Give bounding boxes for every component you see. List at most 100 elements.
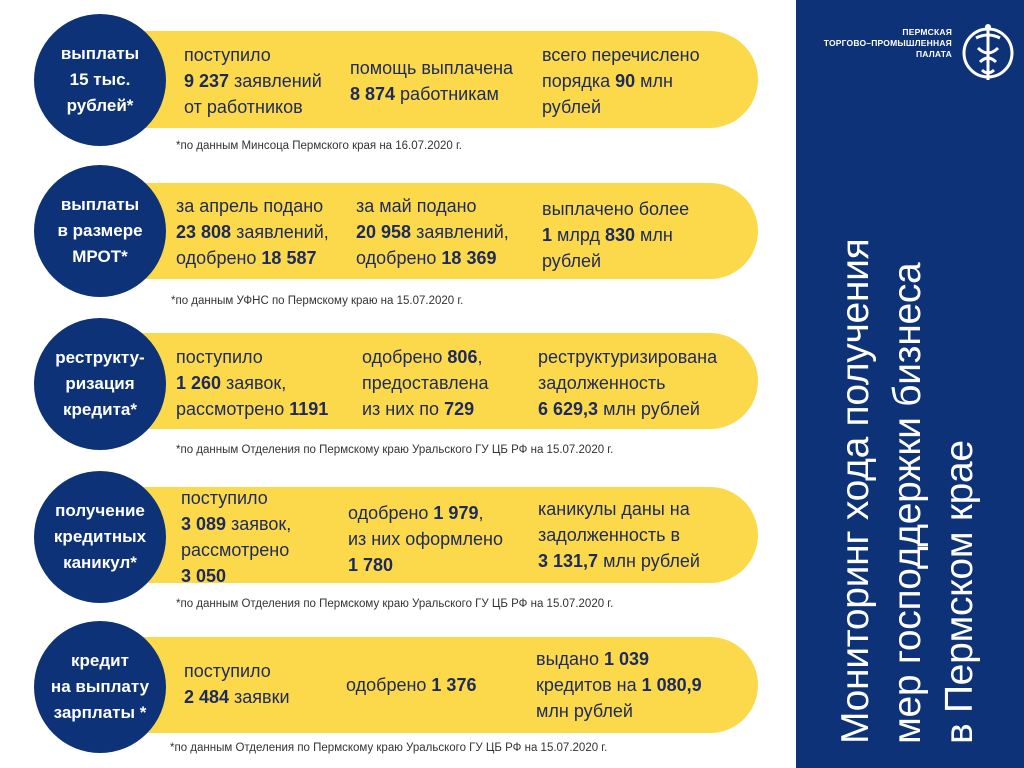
- measure-circle: выплаты в размере МРОТ*: [34, 165, 166, 297]
- stat-value: 1: [542, 225, 553, 245]
- stat-text: млн рублей: [542, 71, 673, 117]
- stat-text: поступило: [176, 347, 263, 367]
- chamber-of-commerce-emblem-icon: [962, 24, 1014, 80]
- measure-title-line: 15 тыс.: [69, 70, 131, 89]
- source-note: *по данным Отделения по Пермскому краю У…: [176, 444, 614, 456]
- measure-circle: кредит на выплату зарплаты *: [34, 621, 166, 753]
- page-title: Мониторинг хода получения мер господдерж…: [830, 134, 986, 744]
- stat-text: помощь выплачена: [350, 58, 514, 78]
- sidebar: ПЕРМСКАЯ ТОРГОВО–ПРОМЫШЛЕННАЯ ПАЛАТА: [796, 0, 1024, 768]
- measure-title-line: выплаты: [60, 44, 140, 63]
- stat-value: 806: [447, 347, 478, 367]
- stat-column: выдано 1 039 кредитов на 1 080,9 млн руб…: [536, 646, 702, 724]
- stat-value: 1 979: [433, 503, 479, 523]
- stat-text: , из них оформлено: [348, 503, 503, 549]
- stat-text: млн рублей: [542, 225, 673, 271]
- stat-value: 1 080,9: [641, 675, 702, 695]
- stat-value: 20 958: [356, 222, 412, 242]
- stat-text: одобрено: [348, 503, 434, 523]
- measure-title-line: кредитных: [53, 527, 147, 546]
- stats-pill: [122, 333, 758, 429]
- stat-value: 2 484: [184, 687, 230, 707]
- stat-value: 90: [615, 71, 636, 91]
- measure-title-line: в размере: [57, 221, 143, 240]
- measure-title-line: кредит: [71, 651, 129, 670]
- stat-value: 3 050: [181, 566, 227, 586]
- stat-value: 8 874: [350, 84, 396, 104]
- org-name-line: ТОРГОВО–ПРОМЫШЛЕННАЯ: [823, 38, 952, 48]
- stat-text: млрд: [552, 225, 605, 245]
- stats-pill: [122, 487, 758, 583]
- stat-text: выплачено более: [542, 199, 690, 219]
- stat-text: за май подано: [356, 196, 477, 216]
- stat-text: млн рублей: [598, 399, 700, 419]
- stat-column: поступило 2 484 заявки: [184, 658, 290, 710]
- measure-title: получение кредитных каникул*: [54, 498, 146, 576]
- measure-title-line: на выплату: [50, 677, 150, 696]
- stat-value: 6 629,3: [538, 399, 599, 419]
- stat-value: 23 808: [176, 222, 232, 242]
- measure-circle: выплаты 15 тыс. рублей*: [34, 14, 166, 146]
- org-name-line: ПАЛАТА: [915, 49, 952, 59]
- stat-text: одобрено: [362, 347, 448, 367]
- stat-text: поступило: [184, 45, 271, 65]
- stat-text: заявки: [229, 687, 290, 707]
- measure-title: выплаты в размере МРОТ*: [57, 192, 142, 270]
- stat-column: за май подано 20 958 заявлений, одобрено…: [356, 193, 509, 271]
- org-name: ПЕРМСКАЯ ТОРГОВО–ПРОМЫШЛЕННАЯ ПАЛАТА: [802, 27, 952, 60]
- stat-value: 830: [605, 225, 636, 245]
- stat-value: 729: [444, 399, 475, 419]
- stats-pill: [122, 31, 758, 128]
- stat-value: 1 376: [431, 675, 477, 695]
- stat-text: млн рублей: [598, 551, 700, 571]
- measure-title: кредит на выплату зарплаты *: [51, 648, 149, 726]
- stat-value: 3 131,7: [538, 551, 599, 571]
- measure-title-line: реструкту-: [55, 348, 145, 367]
- measure-title-line: кредита*: [62, 400, 137, 419]
- stat-column: одобрено 806, предоставлена из них по 72…: [362, 344, 489, 422]
- stat-text: заявок, рассмотрено: [181, 514, 292, 560]
- stat-column: помощь выплачена 8 874 работникам: [350, 55, 513, 107]
- stats-pill: [122, 637, 758, 733]
- stat-text: млн рублей: [536, 701, 633, 721]
- stat-value: 1191: [289, 399, 329, 419]
- measure-title-line: получение: [55, 501, 145, 520]
- stat-text: поступило: [184, 661, 271, 681]
- stats-pill: [122, 183, 758, 279]
- stat-column: реструктуризирована задолженность 6 629,…: [538, 344, 717, 422]
- stat-text: , предоставлена из них по: [362, 347, 489, 419]
- measure-title: реструкту-ризация кредита*: [55, 345, 144, 423]
- org-name-line: ПЕРМСКАЯ: [902, 27, 952, 37]
- stat-column: каникулы даны на задолженность в 3 131,7…: [538, 496, 700, 574]
- stat-value: 18 587: [261, 248, 317, 268]
- stat-text: одобрено: [346, 675, 432, 695]
- stat-value: 18 369: [441, 248, 497, 268]
- stat-text: заявлений от работников: [184, 71, 322, 117]
- source-note: *по данным Отделения по Пермскому краю У…: [176, 598, 614, 610]
- stat-text: кредитов на: [536, 675, 637, 695]
- stat-text: выдано: [536, 649, 604, 669]
- stat-column: выплачено более 1 млрд 830 млн рублей: [542, 196, 689, 274]
- stat-value: 9 237: [184, 71, 230, 91]
- stat-column: за апрель подано 23 808 заявлений, одобр…: [176, 193, 329, 271]
- stat-text: работникам: [395, 84, 499, 104]
- measure-circle: реструкту-ризация кредита*: [34, 318, 166, 450]
- stat-text: за апрель подано: [176, 196, 324, 216]
- measure-title: выплаты 15 тыс. рублей*: [61, 41, 139, 119]
- measure-title-line: рублей*: [66, 96, 134, 115]
- stat-column: всего перечислено порядка 90 млн рублей: [542, 42, 700, 120]
- stat-value: 3 089: [181, 514, 227, 534]
- measure-title-line: ризация: [65, 374, 135, 393]
- stat-column: одобрено 1 376: [346, 672, 476, 698]
- stat-column: поступило 1 260 заявок, рассмотрено 1191: [176, 344, 328, 422]
- stat-text: всего перечислено порядка: [542, 45, 700, 91]
- source-note: *по данным Отделения по Пермскому краю У…: [170, 742, 608, 754]
- source-note: *по данным УФНС по Пермскому краю на 15.…: [171, 295, 464, 307]
- stat-text: заявок, рассмотрено: [176, 373, 287, 419]
- stat-text: заявлений, одобрено: [176, 222, 329, 268]
- stat-text: поступило: [181, 488, 268, 508]
- stat-column: поступило 9 237 заявлений от работников: [184, 42, 322, 120]
- measure-title-line: МРОТ*: [72, 247, 128, 266]
- stat-value: 1 260: [176, 373, 222, 393]
- stat-text: заявлений, одобрено: [356, 222, 509, 268]
